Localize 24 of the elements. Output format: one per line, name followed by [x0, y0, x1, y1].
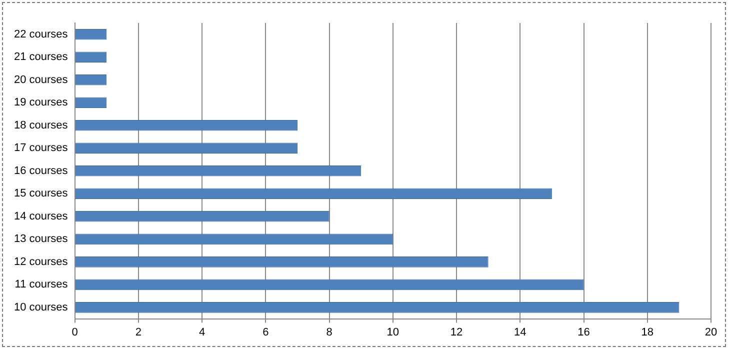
- y-tick-label: 20 courses: [14, 74, 68, 86]
- y-tick-label: 16 courses: [14, 164, 68, 177]
- x-tick-label: 10: [386, 326, 400, 338]
- x-tick-label: 16: [578, 326, 590, 338]
- x-tick-label: 0: [72, 326, 78, 338]
- x-tick-label: 4: [198, 326, 206, 338]
- x-tick-label: 12: [450, 326, 463, 338]
- y-tick-label: 19 courses: [14, 96, 68, 109]
- y-tick-label: 14 courses: [14, 210, 68, 222]
- x-tick-label: 18: [641, 326, 654, 338]
- x-tick-label: 8: [326, 326, 332, 338]
- y-tick-label: 12 courses: [14, 256, 68, 268]
- x-tick-label: 20: [704, 326, 718, 338]
- x-tick-label: 6: [262, 326, 269, 338]
- y-tick-label: 22 courses: [14, 28, 68, 40]
- y-tick-label: 10 courses: [14, 301, 68, 314]
- y-tick-label: 15 courses: [14, 188, 68, 200]
- y-tick-label: 21 courses: [14, 51, 68, 64]
- y-tick-label: 17 courses: [14, 142, 68, 154]
- x-tick-label: 2: [135, 326, 142, 338]
- y-tick-label: 11 courses: [14, 278, 68, 291]
- y-tick-label: 13 courses: [14, 233, 68, 246]
- x-tick-label: 14: [514, 326, 526, 338]
- y-tick-label: 18 courses: [14, 119, 68, 132]
